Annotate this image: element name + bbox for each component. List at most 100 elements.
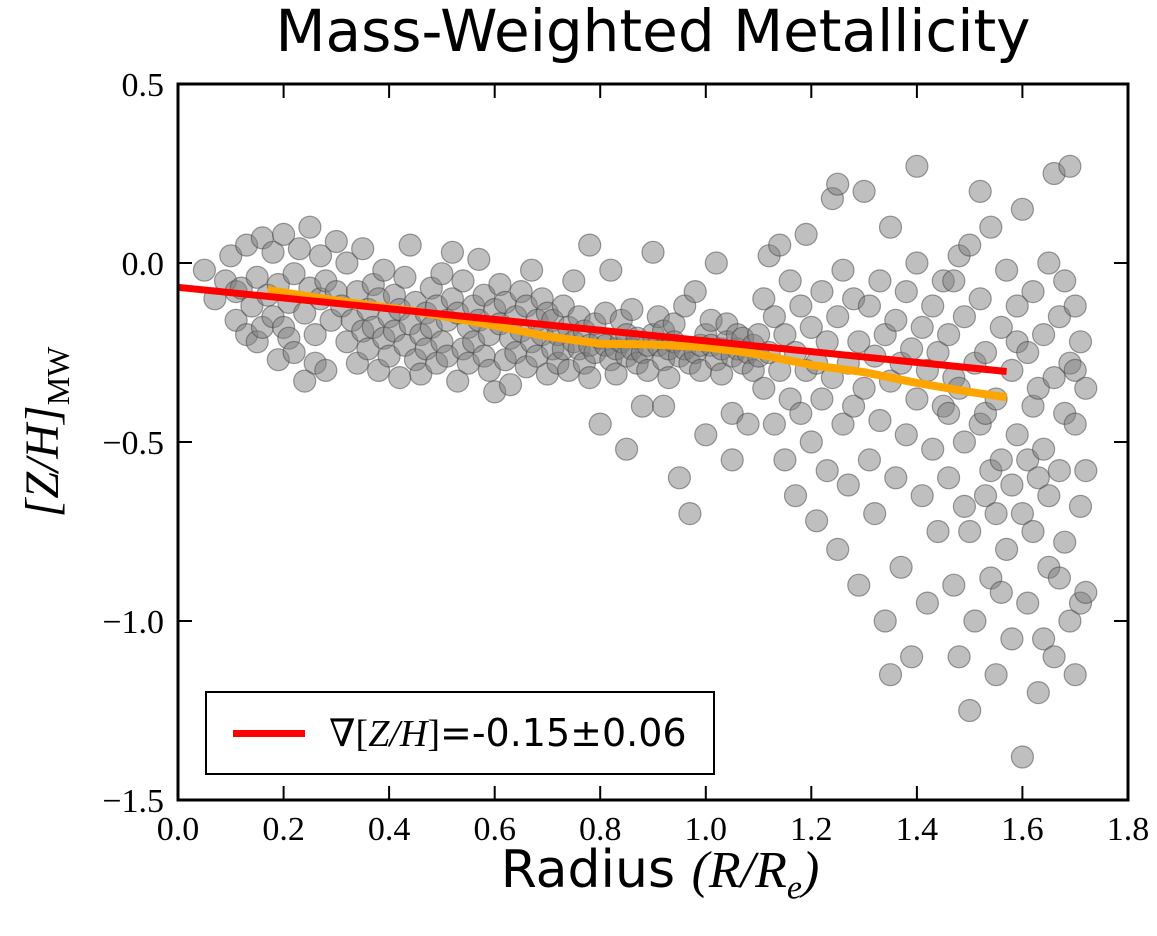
scatter-point: [958, 233, 982, 257]
scatter-point: [1058, 154, 1082, 178]
scatter-point: [1047, 566, 1072, 590]
scatter-point: [1031, 437, 1056, 461]
scatter-point: [831, 412, 855, 436]
scatter-point: [899, 645, 924, 669]
scatter-point: [973, 484, 998, 508]
scatter-point: [324, 229, 348, 254]
scatter-point: [1074, 580, 1098, 605]
scatter-point: [1037, 251, 1061, 275]
scatter-point: [852, 376, 876, 400]
scatter-point: [245, 265, 269, 289]
scatter-point: [1063, 294, 1087, 318]
y-tick-label: 0.0: [122, 246, 165, 283]
scatter-point: [841, 394, 866, 418]
y-axis-label: [Z/H]MW: [15, 347, 77, 518]
scatter-point: [915, 591, 940, 615]
scatter-point: [894, 280, 918, 304]
scatter-point: [884, 308, 908, 332]
x-tick-label: 0.4: [368, 811, 411, 848]
y-tick-label: −1.0: [102, 604, 164, 641]
scatter-point: [762, 412, 787, 436]
scatter-point: [868, 269, 892, 293]
scatter-point: [293, 369, 317, 393]
scatter-point: [430, 262, 454, 286]
x-tick-label: 1.4: [896, 811, 939, 848]
scatter-point: [519, 258, 544, 282]
scatter-point: [926, 519, 950, 544]
x-axis-label: Radius (R/Re): [501, 840, 820, 907]
scatter-point: [936, 323, 961, 347]
scatter-point: [720, 448, 744, 472]
scatter-point: [1042, 366, 1066, 390]
y-tick-label: 0.5: [122, 67, 165, 104]
scatter-point: [678, 501, 702, 526]
scatter-point: [826, 172, 850, 196]
scatter-point: [778, 269, 802, 293]
scatter-point: [958, 519, 982, 544]
scatter-point: [857, 448, 882, 472]
scatter-point: [984, 663, 1008, 687]
scatter-point: [989, 580, 1013, 605]
chart-title: Mass-Weighted Metallicity: [275, 0, 1031, 65]
scatter-point: [910, 484, 934, 508]
scatter-point: [847, 573, 871, 597]
scatter-point: [783, 484, 808, 508]
scatter-point: [994, 258, 1019, 282]
scatter-point: [704, 251, 728, 275]
scatter-point: [1068, 494, 1093, 518]
scatter-point: [1016, 448, 1040, 472]
scatter-point: [1010, 501, 1035, 526]
scatter-point: [1037, 484, 1061, 508]
scatter-point: [398, 233, 422, 257]
scatter-point: [1005, 294, 1029, 318]
scatter-point: [1031, 627, 1056, 651]
scatter-point: [984, 501, 1008, 526]
scatter-point: [894, 423, 918, 447]
scatter-point: [768, 233, 792, 257]
scatter-point: [905, 251, 929, 275]
scatter-point: [952, 305, 977, 329]
legend: ∇[Z/H]=-0.15±0.06: [205, 691, 715, 775]
scatter-point: [599, 258, 623, 282]
scatter-point: [826, 305, 850, 329]
x-axis-label-math: (R/R: [691, 842, 787, 899]
scatter-point: [868, 408, 892, 433]
scatter-point: [836, 473, 860, 497]
scatter-point: [1021, 280, 1045, 304]
scatter-point: [298, 215, 322, 239]
scatter-point: [799, 315, 823, 339]
scatter-point: [799, 430, 823, 454]
scatter-point: [1031, 323, 1056, 347]
scatter-point: [498, 373, 523, 397]
scatter-point: [794, 222, 818, 246]
x-tick-label: 1.2: [790, 811, 833, 848]
x-tick-label: 0.2: [262, 811, 305, 848]
scatter-point: [604, 362, 628, 386]
scatter-point: [773, 448, 797, 472]
scatter-point: [1016, 340, 1040, 365]
scatter-point: [1000, 473, 1024, 497]
x-tick-label: 0.0: [157, 811, 200, 848]
legend-label: ∇[Z/H]=-0.15±0.06: [329, 711, 687, 756]
x-tick-label: 1.8: [1107, 811, 1150, 848]
scatter-point: [303, 323, 327, 347]
x-tick-label: 1.6: [1001, 811, 1044, 848]
scatter-point: [1047, 459, 1072, 483]
scatter-point: [905, 154, 929, 178]
scatter-point: [451, 269, 475, 293]
scatter-point: [736, 412, 760, 436]
scatter-point: [1010, 197, 1035, 221]
scatter-point: [192, 258, 216, 282]
scatter-point: [1026, 466, 1050, 490]
scatter-point: [1074, 376, 1098, 400]
scatter-point: [878, 663, 903, 687]
scatter-point: [958, 698, 982, 723]
scatter-point: [1053, 530, 1077, 554]
scatter-point: [314, 358, 338, 382]
scatter-point: [1063, 663, 1087, 687]
scatter-point: [641, 240, 665, 264]
scatter-point: [936, 466, 961, 490]
scatter-point: [1005, 423, 1029, 447]
scatter-point: [979, 215, 1003, 239]
